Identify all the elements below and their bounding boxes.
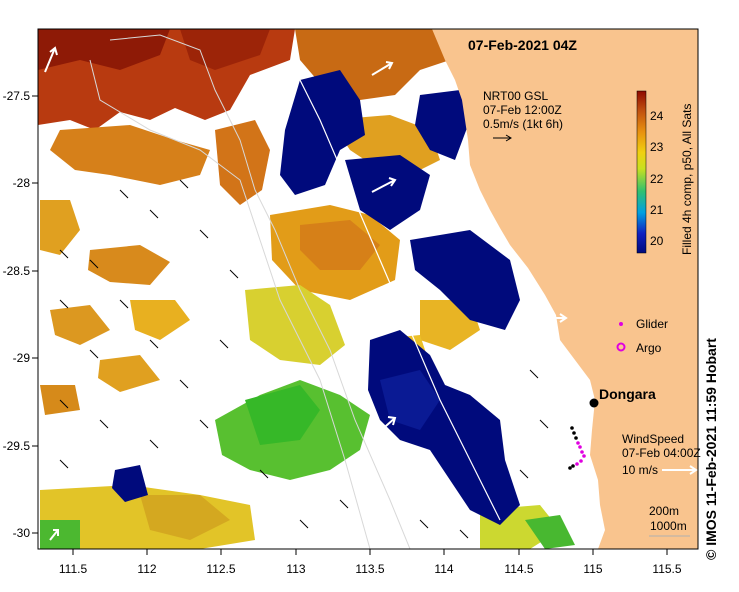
isobath-legend-label: 200m xyxy=(649,504,679,518)
glider-track xyxy=(575,441,586,466)
x-tick-labels: 111.5 112 112.5 113 113.5 114 114.5 115 … xyxy=(59,562,682,576)
y-tick-label: -29.5 xyxy=(3,439,31,453)
dongara-marker xyxy=(589,398,599,408)
land-mass xyxy=(432,29,698,549)
current-vectors xyxy=(44,46,568,541)
x-tick-label: 114 xyxy=(434,562,453,576)
wind-vectors xyxy=(59,179,549,539)
argo-legend-symbol xyxy=(616,342,626,352)
current-legend-line: 07-Feb 12:00Z xyxy=(483,103,562,117)
wind-legend-line: 07-Feb 04:00Z xyxy=(622,446,701,460)
isobath-legend-label: 1000m xyxy=(650,519,687,533)
wind-legend-line: WindSpeed xyxy=(622,432,684,446)
colorbar-ticks: 24 23 22 21 20 xyxy=(650,109,664,248)
current-legend: NRT00 GSL 07-Feb 12:00Z 0.5m/s (1kt 6h) xyxy=(483,89,563,131)
x-tick-label: 114.5 xyxy=(504,562,533,576)
map-date-title: 07-Feb-2021 04Z xyxy=(468,37,577,53)
current-legend-line: 0.5m/s (1kt 6h) xyxy=(483,117,563,131)
colorbar xyxy=(636,90,647,254)
sst-green-band xyxy=(40,380,575,549)
wind-legend-arrow xyxy=(662,465,698,475)
sst-cold-region xyxy=(112,70,520,525)
x-tick-label: 113.5 xyxy=(355,562,384,576)
y-tick-label: -28 xyxy=(13,176,31,190)
glider-legend-symbol xyxy=(619,322,623,326)
colorbar-tick: 24 xyxy=(650,109,664,123)
y-tick-label: -28.5 xyxy=(3,264,31,278)
glider-track-past xyxy=(568,426,578,470)
x-tick-label: 112.5 xyxy=(206,562,235,576)
glider-legend-label: Glider xyxy=(636,317,668,331)
sst-warm-region xyxy=(38,29,295,415)
x-tick-label: 115.5 xyxy=(652,562,681,576)
y-tick-label: -29 xyxy=(13,351,31,365)
wind-legend: WindSpeed 07-Feb 04:00Z 10 m/s xyxy=(622,432,701,477)
y-tick-labels: -27.5 -28 -28.5 -29 -29.5 -30 xyxy=(3,89,31,540)
x-tick-label: 111.5 xyxy=(59,562,88,576)
isobaths xyxy=(89,34,411,549)
x-tick-label: 112 xyxy=(137,562,156,576)
x-ticks xyxy=(72,549,668,555)
credit-label: © IMOS 11-Feb-2021 11:59 Hobart xyxy=(703,338,719,560)
argo-legend-label: Argo xyxy=(636,341,662,355)
isobath-legend: 200m 1000m xyxy=(649,504,687,533)
colorbar-tick: 21 xyxy=(650,203,664,217)
y-tick-label: -27.5 xyxy=(3,89,31,103)
colorbar-tick: 20 xyxy=(650,234,664,248)
wind-legend-line: 10 m/s xyxy=(622,463,658,477)
x-tick-label: 113 xyxy=(286,562,305,576)
place-label: Dongara xyxy=(599,386,656,402)
current-legend-arrow xyxy=(493,134,512,142)
colorbar-label: Filled 4h comp, p50, All Sats xyxy=(680,104,694,255)
plot-area xyxy=(38,29,698,549)
shelf-line xyxy=(289,59,501,521)
x-tick-label: 115 xyxy=(583,562,602,576)
colorbar-tick: 23 xyxy=(650,140,664,154)
plot-border xyxy=(37,28,699,550)
y-ticks xyxy=(32,95,38,534)
colorbar-tick: 22 xyxy=(650,172,664,186)
y-tick-label: -30 xyxy=(13,526,31,540)
current-legend-line: NRT00 GSL xyxy=(483,89,548,103)
